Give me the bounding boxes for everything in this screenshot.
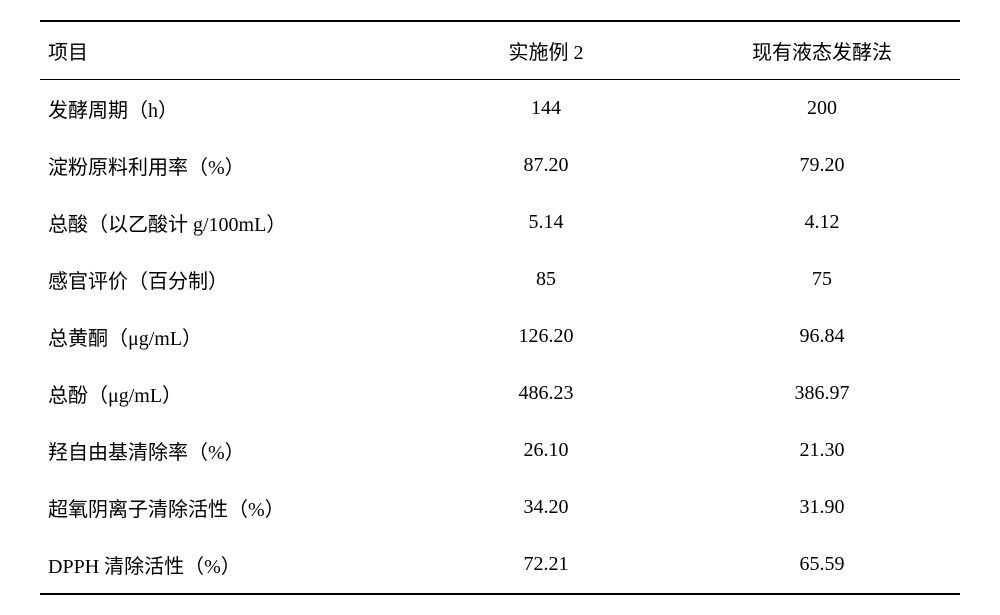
table-row: 发酵周期（h） 144 200 [40, 80, 960, 138]
header-label: 项目 [40, 21, 408, 80]
table-row: 淀粉原料利用率（%） 87.20 79.20 [40, 137, 960, 194]
table-row: 总黄酮（μg/mL） 126.20 96.84 [40, 308, 960, 365]
table-row: 总酸（以乙酸计 g/100mL） 5.14 4.12 [40, 194, 960, 251]
cell-label: 总黄酮（μg/mL） [40, 308, 408, 365]
cell-val2: 200 [684, 80, 960, 138]
cell-label: 淀粉原料利用率（%） [40, 137, 408, 194]
cell-val2: 4.12 [684, 194, 960, 251]
cell-val1: 126.20 [408, 308, 684, 365]
cell-label: 超氧阴离子清除活性（%） [40, 479, 408, 536]
table-header-row: 项目 实施例 2 现有液态发酵法 [40, 21, 960, 80]
table-row: 超氧阴离子清除活性（%） 34.20 31.90 [40, 479, 960, 536]
cell-val1: 5.14 [408, 194, 684, 251]
table-row: 感官评价（百分制） 85 75 [40, 251, 960, 308]
cell-label: 发酵周期（h） [40, 80, 408, 138]
cell-val2: 96.84 [684, 308, 960, 365]
cell-label: DPPH 清除活性（%） [40, 536, 408, 594]
cell-label: 总酸（以乙酸计 g/100mL） [40, 194, 408, 251]
cell-label: 总酚（μg/mL） [40, 365, 408, 422]
cell-val1: 87.20 [408, 137, 684, 194]
comparison-table: 项目 实施例 2 现有液态发酵法 发酵周期（h） 144 200 淀粉原料利用率… [40, 20, 960, 595]
cell-val2: 75 [684, 251, 960, 308]
header-example2: 实施例 2 [408, 21, 684, 80]
cell-val2: 65.59 [684, 536, 960, 594]
table-row: 羟自由基清除率（%） 26.10 21.30 [40, 422, 960, 479]
cell-val2: 386.97 [684, 365, 960, 422]
cell-val1: 144 [408, 80, 684, 138]
cell-val1: 34.20 [408, 479, 684, 536]
cell-val1: 85 [408, 251, 684, 308]
cell-label: 羟自由基清除率（%） [40, 422, 408, 479]
table-body: 发酵周期（h） 144 200 淀粉原料利用率（%） 87.20 79.20 总… [40, 80, 960, 595]
cell-val2: 79.20 [684, 137, 960, 194]
table-row: 总酚（μg/mL） 486.23 386.97 [40, 365, 960, 422]
cell-val2: 31.90 [684, 479, 960, 536]
header-existing-method: 现有液态发酵法 [684, 21, 960, 80]
cell-val1: 72.21 [408, 536, 684, 594]
cell-val1: 486.23 [408, 365, 684, 422]
cell-val1: 26.10 [408, 422, 684, 479]
cell-val2: 21.30 [684, 422, 960, 479]
cell-label: 感官评价（百分制） [40, 251, 408, 308]
table-row: DPPH 清除活性（%） 72.21 65.59 [40, 536, 960, 594]
